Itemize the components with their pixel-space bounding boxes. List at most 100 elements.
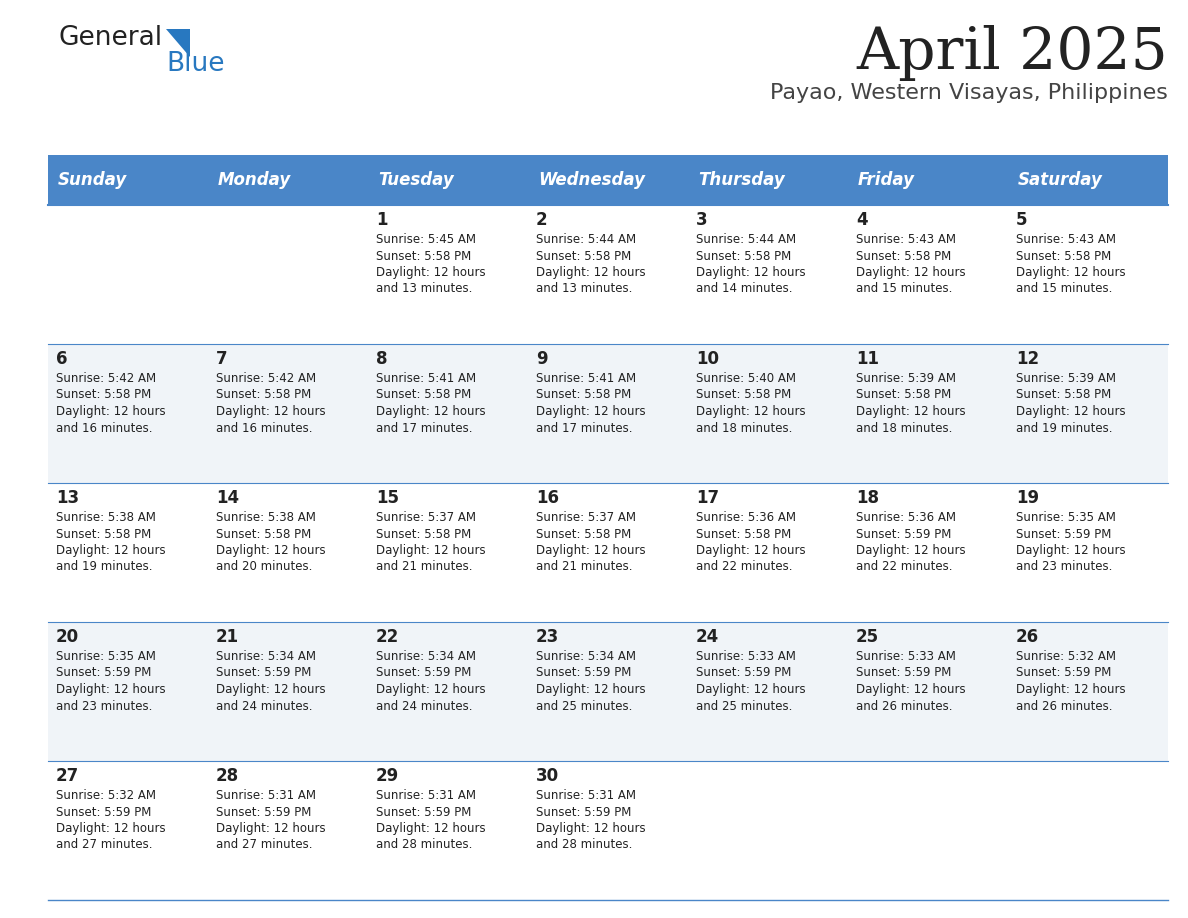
Bar	[48, 483, 1168, 622]
Text: Daylight: 12 hours: Daylight: 12 hours	[375, 822, 486, 835]
Text: Sunrise: 5:39 AM: Sunrise: 5:39 AM	[857, 372, 956, 385]
Text: and 20 minutes.: and 20 minutes.	[216, 561, 312, 574]
Text: and 27 minutes.: and 27 minutes.	[56, 838, 152, 852]
Text: Tuesday: Tuesday	[378, 171, 454, 189]
Text: Daylight: 12 hours: Daylight: 12 hours	[56, 822, 165, 835]
Text: and 19 minutes.: and 19 minutes.	[1016, 421, 1112, 434]
Text: Sunset: 5:59 PM: Sunset: 5:59 PM	[56, 666, 151, 679]
Text: 18: 18	[857, 489, 879, 507]
Text: Daylight: 12 hours: Daylight: 12 hours	[56, 405, 165, 418]
Text: Sunrise: 5:34 AM: Sunrise: 5:34 AM	[536, 650, 636, 663]
Bar	[48, 344, 1168, 483]
Text: Sunrise: 5:36 AM: Sunrise: 5:36 AM	[696, 511, 796, 524]
Text: and 14 minutes.: and 14 minutes.	[696, 283, 792, 296]
Text: Daylight: 12 hours: Daylight: 12 hours	[375, 266, 486, 279]
Text: Daylight: 12 hours: Daylight: 12 hours	[375, 683, 486, 696]
Text: Sunset: 5:58 PM: Sunset: 5:58 PM	[375, 388, 472, 401]
Text: Daylight: 12 hours: Daylight: 12 hours	[696, 544, 805, 557]
Text: Daylight: 12 hours: Daylight: 12 hours	[696, 266, 805, 279]
Text: 17: 17	[696, 489, 719, 507]
Text: and 17 minutes.: and 17 minutes.	[536, 421, 632, 434]
Text: Sunrise: 5:43 AM: Sunrise: 5:43 AM	[1016, 233, 1116, 246]
Text: 25: 25	[857, 628, 879, 646]
Text: Sunset: 5:59 PM: Sunset: 5:59 PM	[375, 805, 472, 819]
Text: Daylight: 12 hours: Daylight: 12 hours	[536, 683, 645, 696]
Text: Sunset: 5:58 PM: Sunset: 5:58 PM	[696, 388, 791, 401]
Text: 4: 4	[857, 211, 867, 229]
Text: Daylight: 12 hours: Daylight: 12 hours	[216, 822, 326, 835]
Text: Sunrise: 5:41 AM: Sunrise: 5:41 AM	[536, 372, 636, 385]
Text: and 21 minutes.: and 21 minutes.	[375, 561, 473, 574]
Text: and 13 minutes.: and 13 minutes.	[375, 283, 473, 296]
Text: Daylight: 12 hours: Daylight: 12 hours	[857, 405, 966, 418]
Text: and 18 minutes.: and 18 minutes.	[696, 421, 792, 434]
Text: 6: 6	[56, 350, 68, 368]
Text: Sunrise: 5:35 AM: Sunrise: 5:35 AM	[1016, 511, 1116, 524]
Text: Daylight: 12 hours: Daylight: 12 hours	[1016, 683, 1125, 696]
Text: April 2025: April 2025	[857, 25, 1168, 81]
Bar	[48, 622, 1168, 761]
Text: Sunrise: 5:41 AM: Sunrise: 5:41 AM	[375, 372, 476, 385]
Text: Sunrise: 5:32 AM: Sunrise: 5:32 AM	[1016, 650, 1116, 663]
Text: Thursday: Thursday	[699, 171, 785, 189]
Text: 10: 10	[696, 350, 719, 368]
Text: Daylight: 12 hours: Daylight: 12 hours	[56, 544, 165, 557]
Text: Sunset: 5:58 PM: Sunset: 5:58 PM	[696, 250, 791, 263]
Text: Sunset: 5:59 PM: Sunset: 5:59 PM	[536, 805, 631, 819]
Text: 30: 30	[536, 767, 560, 785]
Text: 14: 14	[216, 489, 239, 507]
Text: 1: 1	[375, 211, 387, 229]
Text: General: General	[58, 25, 162, 51]
Text: and 16 minutes.: and 16 minutes.	[56, 421, 152, 434]
Bar	[48, 761, 1168, 900]
Text: Sunrise: 5:44 AM: Sunrise: 5:44 AM	[536, 233, 636, 246]
Text: Daylight: 12 hours: Daylight: 12 hours	[216, 544, 326, 557]
Text: Sunrise: 5:37 AM: Sunrise: 5:37 AM	[536, 511, 636, 524]
Text: Daylight: 12 hours: Daylight: 12 hours	[1016, 405, 1125, 418]
Text: Sunrise: 5:36 AM: Sunrise: 5:36 AM	[857, 511, 956, 524]
Text: Sunset: 5:58 PM: Sunset: 5:58 PM	[216, 388, 311, 401]
Text: and 28 minutes.: and 28 minutes.	[375, 838, 473, 852]
Text: Sunset: 5:58 PM: Sunset: 5:58 PM	[536, 388, 631, 401]
Text: Sunrise: 5:40 AM: Sunrise: 5:40 AM	[696, 372, 796, 385]
Text: Daylight: 12 hours: Daylight: 12 hours	[857, 683, 966, 696]
Text: Sunrise: 5:34 AM: Sunrise: 5:34 AM	[216, 650, 316, 663]
Text: and 21 minutes.: and 21 minutes.	[536, 561, 632, 574]
Text: 2: 2	[536, 211, 548, 229]
Text: and 22 minutes.: and 22 minutes.	[696, 561, 792, 574]
Text: 12: 12	[1016, 350, 1040, 368]
Text: 29: 29	[375, 767, 399, 785]
Text: Sunset: 5:58 PM: Sunset: 5:58 PM	[857, 388, 952, 401]
Text: Sunday: Sunday	[58, 171, 127, 189]
Text: 20: 20	[56, 628, 80, 646]
Text: 27: 27	[56, 767, 80, 785]
Text: and 15 minutes.: and 15 minutes.	[857, 283, 953, 296]
Text: and 23 minutes.: and 23 minutes.	[1016, 561, 1112, 574]
Text: Sunset: 5:59 PM: Sunset: 5:59 PM	[56, 805, 151, 819]
Text: and 25 minutes.: and 25 minutes.	[696, 700, 792, 712]
Text: Daylight: 12 hours: Daylight: 12 hours	[216, 683, 326, 696]
Text: Payao, Western Visayas, Philippines: Payao, Western Visayas, Philippines	[770, 83, 1168, 103]
Text: Sunrise: 5:39 AM: Sunrise: 5:39 AM	[1016, 372, 1116, 385]
Text: Daylight: 12 hours: Daylight: 12 hours	[1016, 266, 1125, 279]
Text: 19: 19	[1016, 489, 1040, 507]
Text: Monday: Monday	[219, 171, 291, 189]
Text: Sunrise: 5:33 AM: Sunrise: 5:33 AM	[696, 650, 796, 663]
Polygon shape	[166, 29, 190, 57]
Text: Wednesday: Wednesday	[538, 171, 645, 189]
Text: Sunset: 5:59 PM: Sunset: 5:59 PM	[216, 666, 311, 679]
Text: Sunset: 5:59 PM: Sunset: 5:59 PM	[696, 666, 791, 679]
Text: Sunset: 5:59 PM: Sunset: 5:59 PM	[857, 666, 952, 679]
Text: 15: 15	[375, 489, 399, 507]
Text: Sunset: 5:59 PM: Sunset: 5:59 PM	[857, 528, 952, 541]
Text: Daylight: 12 hours: Daylight: 12 hours	[375, 405, 486, 418]
Text: Sunrise: 5:34 AM: Sunrise: 5:34 AM	[375, 650, 476, 663]
Bar	[48, 205, 1168, 344]
Text: Sunrise: 5:38 AM: Sunrise: 5:38 AM	[56, 511, 156, 524]
Text: and 23 minutes.: and 23 minutes.	[56, 700, 152, 712]
Text: Friday: Friday	[858, 171, 915, 189]
Text: Sunset: 5:58 PM: Sunset: 5:58 PM	[56, 388, 151, 401]
Text: Daylight: 12 hours: Daylight: 12 hours	[56, 683, 165, 696]
Text: and 15 minutes.: and 15 minutes.	[1016, 283, 1112, 296]
Text: 8: 8	[375, 350, 387, 368]
